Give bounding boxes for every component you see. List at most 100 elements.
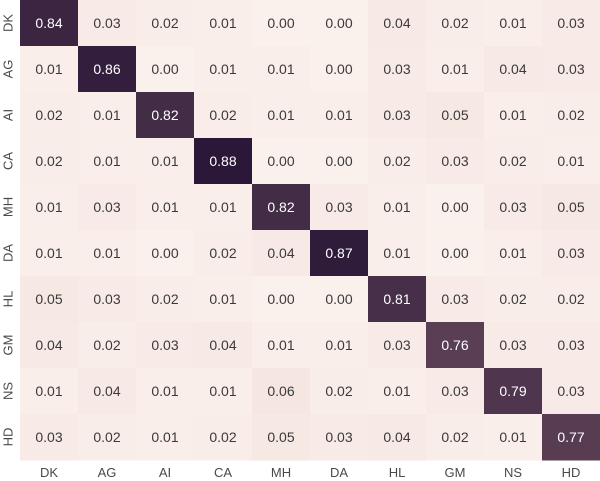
cell-value-label: 0.01: [151, 153, 178, 169]
heatmap-cell-GM-AG: [78, 322, 137, 369]
heatmap-cell-HL-AG: [78, 276, 137, 323]
cell-value-label: 0.82: [267, 199, 294, 215]
x-tick-label-mh: MH: [271, 465, 291, 480]
heatmap-cell-GM-HD: [542, 322, 600, 369]
cell-value-label: 0.01: [209, 15, 236, 31]
x-tick-label-ns: NS: [504, 465, 522, 480]
cell-value-label: 0.00: [267, 153, 294, 169]
x-tick-label-ag: AG: [98, 465, 117, 480]
heatmap-cell-HL-NS: [484, 276, 543, 323]
cell-value-label: 0.01: [325, 107, 352, 123]
cell-value-label: 0.76: [441, 337, 468, 353]
cell-value-label: 0.03: [441, 291, 468, 307]
cell-value-label: 0.79: [499, 383, 526, 399]
cell-value-label: 0.02: [209, 245, 236, 261]
heatmap-cell-DK-MH: [252, 0, 311, 47]
y-tick-label-ai: AI: [1, 109, 16, 121]
heatmap-cell-CA-AI: [136, 138, 195, 185]
x-axis-tick-labels: DK AG AI CA MH DA HL GM NS HD: [40, 465, 580, 480]
cell-value-label: 0.00: [267, 15, 294, 31]
heatmap-cell-GM-DK: [20, 322, 79, 369]
cell-value-label: 0.03: [557, 245, 584, 261]
cell-value-label: 0.01: [267, 337, 294, 353]
heatmap-cell-MH-CA: [194, 184, 253, 231]
y-tick-label-gm: GM: [1, 335, 16, 356]
cell-value-label: 0.77: [557, 429, 584, 445]
cell-value-label: 0.04: [209, 337, 236, 353]
heatmap-cell-CA-HL: [368, 138, 427, 185]
heatmap-cell-CA-MH: [252, 138, 311, 185]
cell-value-label: 0.01: [325, 337, 352, 353]
y-tick-label-ag: AG: [1, 60, 16, 79]
cell-value-label: 0.03: [93, 15, 120, 31]
heatmap-cell-HD-GM: [426, 414, 485, 461]
cell-value-label: 0.03: [325, 429, 352, 445]
cell-value-label: 0.01: [499, 15, 526, 31]
cell-value-label: 0.00: [325, 15, 352, 31]
heatmap-cell-DA-MH: [252, 230, 311, 277]
y-tick-label-hl: HL: [1, 291, 16, 308]
heatmap-cell-CA-HD: [542, 138, 600, 185]
heatmap-cell-AI-DA: [310, 92, 369, 139]
cell-value-label: 0.06: [267, 383, 294, 399]
cell-value-label: 0.01: [499, 429, 526, 445]
heatmap-cell-CA-CA: [194, 138, 253, 185]
y-tick-label-da: DA: [1, 244, 16, 262]
cell-value-label: 0.01: [441, 61, 468, 77]
heatmap-cell-CA-DK: [20, 138, 79, 185]
cell-value-label: 0.01: [557, 153, 584, 169]
cell-value-label: 0.05: [267, 429, 294, 445]
heatmap-cell-NS-MH: [252, 368, 311, 415]
y-tick-label-mh: MH: [1, 197, 16, 217]
cell-value-label: 0.02: [557, 291, 584, 307]
heatmap-cell-AI-GM: [426, 92, 485, 139]
x-tick-label-dk: DK: [40, 465, 58, 480]
cell-value-label: 0.03: [557, 337, 584, 353]
heatmap-cell-GM-AI: [136, 322, 195, 369]
heatmap-cell-HL-HL: [368, 276, 427, 323]
cell-value-label: 0.01: [267, 61, 294, 77]
heatmap-cell-HD-DK: [20, 414, 79, 461]
cell-value-label: 0.00: [441, 245, 468, 261]
heatmap-cell-HL-DA: [310, 276, 369, 323]
heatmap-cell-MH-NS: [484, 184, 543, 231]
cell-value-label: 0.00: [267, 291, 294, 307]
cell-value-label: 0.82: [151, 107, 178, 123]
cell-value-label: 0.03: [441, 383, 468, 399]
cell-value-label: 0.04: [93, 383, 120, 399]
heatmap-cell-NS-GM: [426, 368, 485, 415]
y-tick-label-dk: DK: [1, 14, 16, 32]
heatmap-cell-AI-AG: [78, 92, 137, 139]
cell-value-label: 0.03: [151, 337, 178, 353]
cell-value-label: 0.87: [325, 245, 352, 261]
heatmap-cell-NS-HL: [368, 368, 427, 415]
cell-value-label: 0.02: [151, 291, 178, 307]
heatmap-cell-AG-MH: [252, 46, 311, 93]
heatmap-cell-DA-DA: [310, 230, 369, 277]
x-tick-label-hd: HD: [562, 465, 581, 480]
heatmap-cell-AI-HL: [368, 92, 427, 139]
cell-value-label: 0.84: [35, 15, 62, 31]
cell-value-label: 0.03: [93, 291, 120, 307]
cell-value-label: 0.01: [151, 383, 178, 399]
cell-value-label: 0.00: [151, 61, 178, 77]
cell-value-label: 0.02: [93, 337, 120, 353]
cell-value-label: 0.02: [499, 153, 526, 169]
heatmap-cell-DA-AG: [78, 230, 137, 277]
cell-value-label: 0.00: [325, 291, 352, 307]
heatmap-cell-GM-GM: [426, 322, 485, 369]
cell-value-label: 0.03: [557, 15, 584, 31]
x-tick-label-ai: AI: [159, 465, 171, 480]
heatmap-cell-AG-CA: [194, 46, 253, 93]
cell-value-label: 0.04: [383, 15, 410, 31]
heatmap-cell-HD-CA: [194, 414, 253, 461]
cell-value-label: 0.02: [441, 429, 468, 445]
heatmap-cell-MH-DA: [310, 184, 369, 231]
cell-value-label: 0.02: [499, 291, 526, 307]
heatmap-cell-HD-HD: [542, 414, 600, 461]
heatmap-cell-DK-GM: [426, 0, 485, 47]
cell-value-label: 0.01: [209, 383, 236, 399]
heatmap-cell-AG-NS: [484, 46, 543, 93]
cell-value-label: 0.01: [35, 199, 62, 215]
heatmap-cell-HL-MH: [252, 276, 311, 323]
